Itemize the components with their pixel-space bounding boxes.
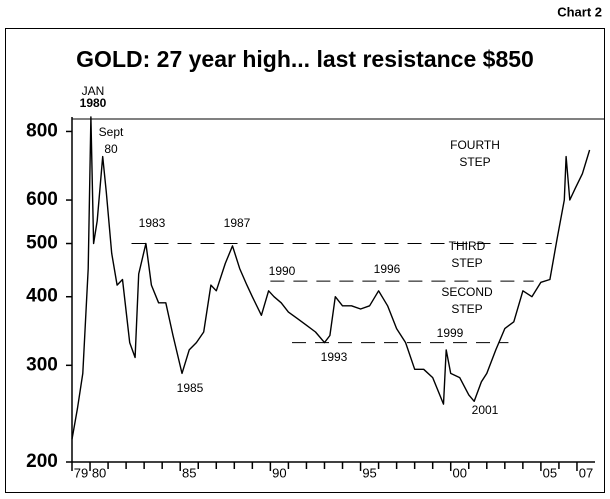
annotation: STEP	[451, 302, 482, 316]
annotation: 1983	[139, 216, 166, 230]
y-tick-label: 300	[26, 354, 58, 375]
annotation: THIRD	[449, 239, 486, 253]
y-tick-label: 800	[26, 120, 58, 141]
y-tick-label: 500	[26, 233, 58, 254]
x-tick-label: 07	[579, 465, 593, 480]
annotation: Sept	[99, 125, 124, 139]
annotation: STEP	[451, 256, 482, 270]
annotation: 1996	[374, 262, 401, 276]
x-tick-label: 90	[272, 465, 286, 480]
x-tick-label: 80	[92, 465, 106, 480]
annotation: 1987	[224, 216, 251, 230]
x-tick-label: 00	[453, 465, 467, 480]
annotation: 1999	[437, 326, 464, 340]
annotation: 1990	[269, 264, 296, 278]
annotation: 1980	[80, 96, 107, 110]
frame	[5, 28, 605, 493]
annotation: 1993	[321, 350, 348, 364]
x-tick-label: 79	[74, 465, 88, 480]
annotation: FOURTH	[450, 138, 500, 152]
annotation: 80	[104, 142, 118, 156]
x-tick-label: 95	[362, 465, 376, 480]
y-tick-label: 600	[26, 189, 58, 210]
annotation: STEP	[459, 155, 490, 169]
price-line	[71, 116, 591, 440]
annotation: 1985	[177, 381, 204, 395]
y-tick-label: 400	[26, 286, 58, 307]
chart-title: GOLD: 27 year high... last resistance $8…	[76, 46, 534, 72]
annotation: 2001	[472, 403, 499, 417]
x-tick-label: 05	[543, 465, 557, 480]
annotation: SECOND	[441, 285, 493, 299]
x-tick-label: 85	[182, 465, 196, 480]
chart-label: Chart 2	[557, 4, 602, 19]
y-tick-label: 200	[26, 451, 58, 472]
annotation: JAN	[82, 84, 105, 98]
